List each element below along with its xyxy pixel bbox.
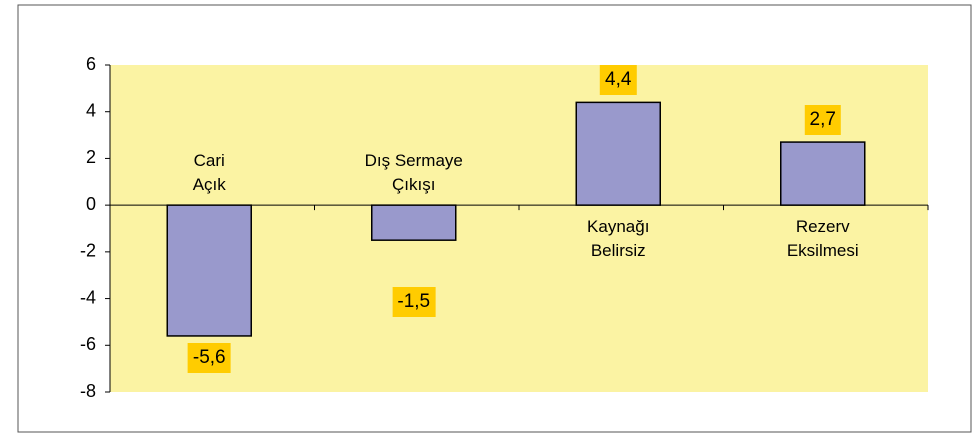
- y-tick-label: -6: [80, 334, 96, 354]
- x-tick-label: Cari Açık: [192, 151, 226, 195]
- y-tick-label: -2: [80, 241, 96, 261]
- value-label: 4,4: [600, 65, 637, 96]
- bar: [780, 141, 866, 206]
- y-tick-label: 4: [86, 100, 96, 120]
- y-tick-label: 0: [86, 194, 96, 214]
- x-tick-label: Rezerv Eksilmesi: [786, 217, 859, 261]
- bar: [166, 204, 252, 337]
- y-tick-label: -4: [80, 287, 96, 307]
- y-tick-label: -8: [80, 381, 96, 401]
- value-label: -5,6: [187, 342, 231, 373]
- bar: [575, 101, 661, 206]
- value-label: 2,7: [804, 105, 841, 136]
- x-tick-label: Kaynağı Belirsiz: [587, 217, 650, 261]
- y-tick-label: 2: [86, 147, 96, 167]
- y-tick-label: 6: [86, 54, 96, 74]
- x-tick-label: Dış Sermaye Çıkışı: [364, 151, 463, 195]
- value-label: -1,5: [392, 287, 436, 318]
- bar: [371, 204, 457, 241]
